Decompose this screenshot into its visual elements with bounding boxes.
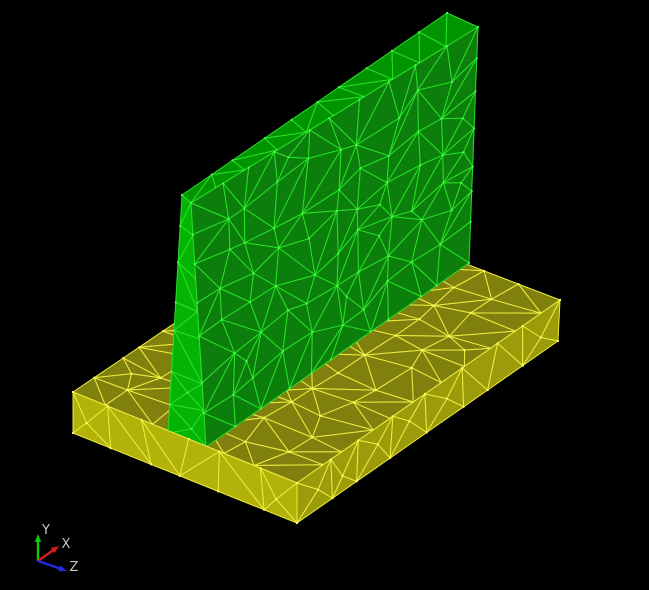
axis-arrowhead-z [58,565,67,572]
fe-mesh [71,11,562,525]
axis-label-x: X [62,537,71,552]
axis-arrowhead-y [34,534,42,542]
axis-label-z: Z [70,560,79,575]
wall-front-face [189,25,480,449]
wall-top-face [180,11,480,205]
axis-arrowhead-x [50,546,59,554]
base-front-left-face [71,390,299,525]
axis-arrow-x [37,547,56,562]
base-front-right-face [295,298,562,525]
axis-label-y: Y [41,523,50,538]
axis-triad: Y X Z [34,523,79,575]
wall-left-end-face [166,193,208,449]
axis-arrow-z [37,559,63,571]
axis-arrows [34,534,67,572]
